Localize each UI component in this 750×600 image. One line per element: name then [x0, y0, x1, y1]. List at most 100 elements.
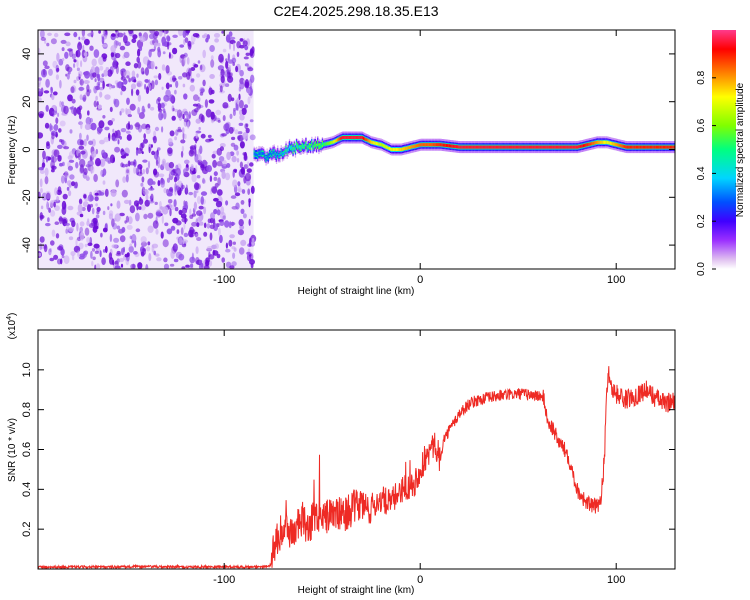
- noise-blob: [110, 67, 116, 71]
- noise-blob: [94, 264, 97, 269]
- noise-blob: [118, 42, 122, 47]
- track-core: [458, 145, 460, 149]
- track-core: [404, 147, 406, 151]
- track-core: [661, 145, 663, 149]
- track-core: [577, 145, 579, 149]
- noise-blob: [247, 87, 251, 95]
- track-core: [628, 145, 630, 149]
- noise-blob: [207, 218, 212, 224]
- noise-blob: [209, 74, 215, 79]
- noise-blob: [180, 150, 184, 158]
- noise-blob: [174, 206, 179, 212]
- noise-blob: [154, 126, 160, 132]
- noise-blob: [186, 164, 189, 168]
- noise-blob: [135, 89, 140, 96]
- snr-scale-exponent: 4: [6, 316, 13, 320]
- track-core: [277, 151, 279, 155]
- noise-blob: [91, 248, 96, 252]
- noise-blob: [144, 79, 149, 83]
- noise-blob: [97, 83, 100, 88]
- noise-blob: [79, 231, 85, 241]
- track-core: [387, 146, 389, 150]
- track-core: [540, 145, 542, 149]
- track-core: [547, 145, 549, 149]
- track-core: [448, 144, 451, 148]
- noise-blob: [110, 51, 115, 58]
- y-tick-label: 0.2: [21, 522, 33, 537]
- noise-blob: [40, 30, 45, 39]
- noise-blob: [117, 32, 124, 38]
- noise-blob: [249, 259, 255, 265]
- noise-blob: [225, 242, 228, 249]
- noise-blob: [153, 130, 157, 138]
- track-core: [288, 145, 291, 149]
- noise-blob: [75, 161, 79, 169]
- noise-blob: [76, 148, 80, 157]
- noise-blob: [55, 117, 59, 124]
- noise-blob: [45, 104, 49, 112]
- noise-blob: [89, 31, 93, 35]
- noise-blob: [195, 246, 199, 255]
- noise-blob: [157, 162, 161, 169]
- noise-blob: [102, 249, 106, 253]
- track-core: [341, 136, 344, 140]
- track-core: [651, 145, 653, 149]
- track-core: [526, 145, 528, 149]
- track-core: [599, 140, 601, 144]
- noise-blob: [161, 158, 167, 167]
- track-core: [672, 145, 674, 149]
- noise-blob: [244, 63, 249, 67]
- track-core: [532, 145, 534, 149]
- noise-blob: [200, 64, 203, 71]
- track-core: [410, 145, 412, 149]
- noise-blob: [46, 42, 50, 47]
- track-core: [665, 145, 667, 149]
- noise-blob: [234, 169, 237, 173]
- noise-region: [38, 30, 257, 269]
- track-core: [455, 145, 458, 149]
- track-core: [357, 136, 359, 139]
- noise-blob: [163, 94, 170, 102]
- track-core: [304, 144, 306, 148]
- track-core: [574, 145, 576, 149]
- track-core: [414, 144, 416, 148]
- noise-blob: [127, 216, 133, 225]
- noise-blob: [163, 263, 170, 269]
- noise-blob: [51, 229, 56, 237]
- noise-blob: [78, 112, 82, 120]
- noise-blob: [124, 253, 129, 258]
- noise-blob: [238, 122, 244, 126]
- noise-blob: [155, 228, 159, 235]
- noise-blob: [208, 251, 211, 258]
- noise-blob: [120, 263, 124, 268]
- noise-blob: [172, 34, 178, 38]
- noise-blob: [229, 39, 236, 45]
- noise-blob: [240, 239, 247, 246]
- noise-blob: [119, 235, 126, 243]
- track-core: [425, 143, 427, 147]
- noise-blob: [190, 67, 196, 71]
- noise-blob: [86, 220, 90, 227]
- track-core: [454, 145, 456, 148]
- noise-blob: [189, 233, 194, 238]
- noise-blob: [222, 115, 226, 122]
- noise-blob: [61, 200, 67, 210]
- track-core: [621, 144, 623, 148]
- noise-blob: [70, 86, 75, 94]
- track-core: [286, 150, 288, 154]
- track-core: [283, 152, 285, 156]
- noise-blob: [203, 222, 207, 229]
- noise-blob: [112, 128, 115, 133]
- noise-blob: [59, 162, 63, 167]
- track-core: [310, 145, 312, 149]
- noise-blob: [225, 60, 229, 69]
- snr-ylabel: SNR (10 * v/v): [7, 418, 18, 482]
- track-core: [418, 143, 420, 147]
- noise-blob: [187, 121, 190, 129]
- noise-blob: [45, 78, 50, 88]
- track-core: [394, 148, 396, 151]
- noise-blob: [130, 83, 137, 90]
- noise-blob: [183, 111, 189, 116]
- noise-blob: [174, 108, 178, 113]
- noise-blob: [172, 107, 175, 112]
